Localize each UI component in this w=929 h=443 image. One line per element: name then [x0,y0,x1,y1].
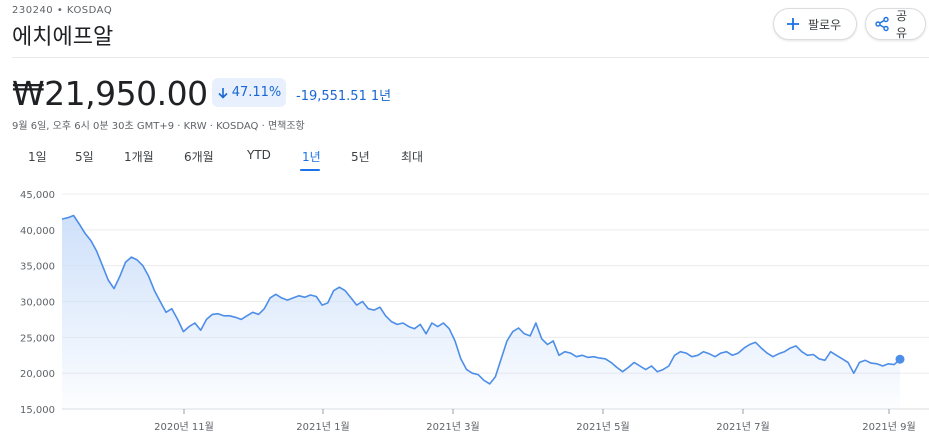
y-axis-tick-label: 40,000 [20,226,55,237]
y-axis-tick-label: 35,000 [20,262,55,273]
y-axis-tick-label: 20,000 [20,369,55,380]
change-period: 1년 [370,89,392,104]
y-axis-tick-label: 15,000 [20,405,55,416]
price-chart[interactable]: 45,000 40,000 35,000 30,000 25,000 20,000 15,0… [0,178,929,443]
change-absolute: -19,551.51 [296,89,367,104]
x-axis-tick-label: 2021년 1월 [296,421,349,433]
share-label: 공유 [896,9,908,40]
tab-1y[interactable]: 1년 [302,150,321,164]
ticker-symbol: 230240 • KOSDAQ [12,5,113,16]
active-tab-indicator [300,169,320,171]
current-price: ₩21,950.00 [12,74,208,113]
quote-meta: 9월 6일, 오후 6시 0분 30초 GMT+9 · KRW · KOSDAQ… [12,121,305,132]
current-price-marker [895,354,905,364]
tab-ytd[interactable]: YTD [247,148,271,162]
x-axis-tick-label: 2021년 9월 [862,421,915,433]
tab-5y[interactable]: 5년 [351,150,370,164]
company-name: 에치에프알 [12,25,114,50]
header-divider [12,57,929,58]
x-axis-tick-label: 2021년 3월 [426,421,479,433]
arrow-down-icon [218,87,228,99]
change-percent: 47.11% [231,85,282,100]
x-axis-tick-label: 2020년 11월 [154,421,214,433]
follow-button[interactable]: 팔로우 [773,8,857,40]
tab-1m[interactable]: 1개월 [124,150,154,164]
plus-icon [784,15,802,33]
price-area [62,215,900,409]
tab-6m[interactable]: 6개월 [184,150,214,164]
follow-label: 팔로우 [808,17,842,32]
tab-1d[interactable]: 1일 [28,150,47,164]
price-line [61,214,901,385]
tab-5d[interactable]: 5일 [75,150,94,164]
y-axis-tick-label: 25,000 [20,333,55,344]
change-value: -19,551.51 1년 [296,85,391,104]
tab-max[interactable]: 최대 [401,150,424,164]
y-axis-tick-label: 45,000 [20,190,55,201]
y-axis-tick-label: 30,000 [20,298,55,309]
share-button[interactable]: 공유 [865,8,926,40]
x-axis-tick-label: 2021년 5월 [576,421,629,433]
x-axis-tick-label: 2021년 7월 [716,421,769,433]
change-percent-badge: 47.11% [212,78,286,107]
share-icon [874,15,890,33]
